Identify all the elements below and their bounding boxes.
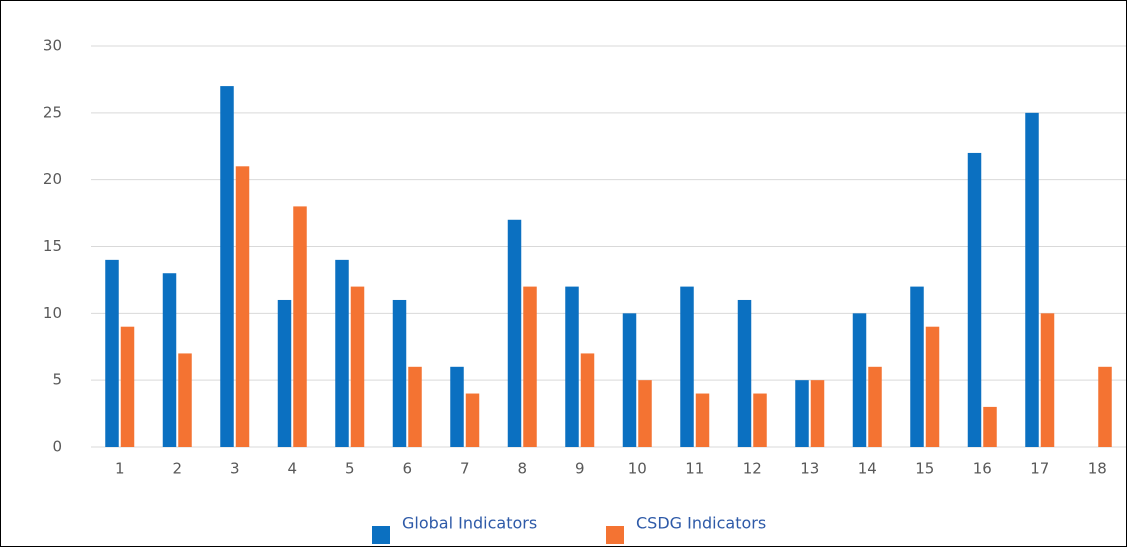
bar [695, 393, 710, 447]
bar [350, 286, 365, 447]
bar [795, 380, 809, 447]
bar [120, 326, 135, 447]
x-tick-label: 5 [345, 460, 355, 478]
bar [1040, 313, 1055, 447]
y-tick-label: 20 [43, 170, 62, 188]
bar [220, 86, 234, 447]
x-tick-label: 13 [800, 460, 819, 478]
bar [638, 380, 652, 447]
bar [178, 353, 192, 447]
bar [810, 380, 825, 447]
bar [293, 206, 307, 447]
legend-label: CSDG Indicators [636, 514, 766, 533]
bar [983, 406, 997, 447]
y-tick-label: 10 [43, 304, 62, 322]
bar [465, 393, 480, 447]
bar [580, 353, 595, 447]
bar [523, 286, 537, 447]
bar [925, 326, 940, 447]
x-tick-label: 12 [743, 460, 762, 478]
legend-swatch [606, 526, 624, 544]
bar [852, 313, 867, 447]
bar [737, 299, 752, 447]
bar [392, 299, 407, 447]
bar [408, 366, 422, 447]
bar [680, 286, 694, 447]
y-tick-label: 15 [43, 237, 62, 255]
bar [910, 286, 924, 447]
x-tick-label: 18 [1088, 460, 1107, 478]
y-tick-label: 5 [52, 371, 62, 389]
legend-swatch [372, 526, 390, 544]
bar [162, 273, 177, 447]
x-tick-label: 7 [460, 460, 470, 478]
bar [868, 366, 882, 447]
y-tick-label: 0 [52, 438, 62, 456]
y-tick-label: 30 [43, 37, 62, 55]
legend-label: Global Indicators [402, 514, 537, 533]
bar [967, 152, 982, 447]
y-tick-label: 25 [43, 103, 62, 121]
x-tick-label: 15 [915, 460, 934, 478]
x-tick-label: 10 [628, 460, 647, 478]
bar [335, 259, 349, 447]
x-tick-label: 11 [685, 460, 704, 478]
x-tick-label: 8 [517, 460, 527, 478]
x-tick-label: 9 [575, 460, 585, 478]
x-tick-label: 14 [858, 460, 877, 478]
bar [753, 393, 767, 447]
bar [565, 286, 579, 447]
bar [1025, 112, 1039, 447]
x-tick-label: 4 [287, 460, 297, 478]
bar [235, 166, 250, 448]
bar [450, 366, 464, 447]
x-tick-label: 6 [402, 460, 412, 478]
x-tick-label: 16 [973, 460, 992, 478]
bar [622, 313, 637, 447]
x-tick-label: 2 [172, 460, 182, 478]
bar [277, 299, 292, 447]
bar [105, 259, 119, 447]
x-tick-label: 17 [1030, 460, 1049, 478]
bar [507, 219, 522, 447]
x-tick-label: 1 [115, 460, 125, 478]
bar [1098, 366, 1112, 447]
x-tick-label: 3 [230, 460, 240, 478]
